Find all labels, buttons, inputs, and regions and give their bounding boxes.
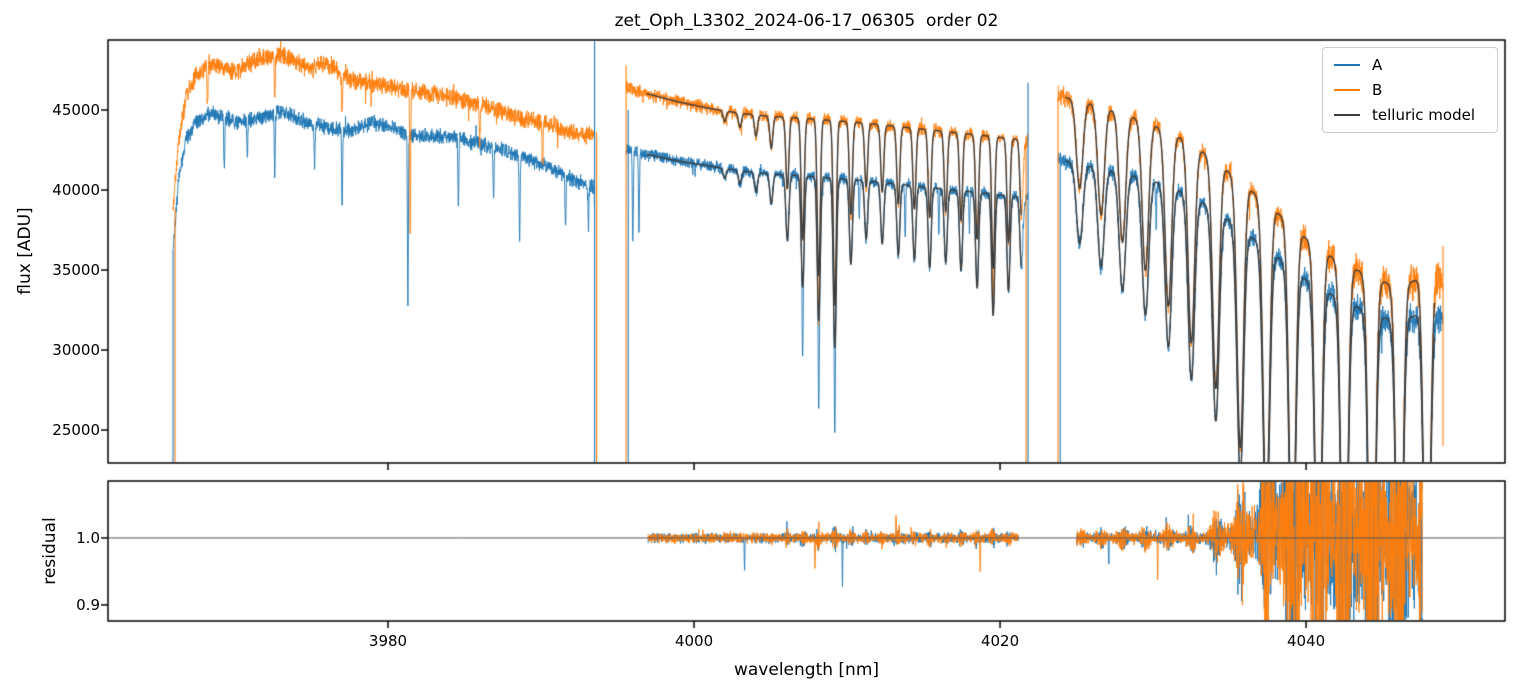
plot-title: zet_Oph_L3302_2024-06-17_06305 order 02 [614, 11, 999, 31]
legend-label-telluric-model: telluric model [1372, 106, 1476, 125]
legend-item-b: B [1323, 78, 1497, 102]
legend: A B telluric model [1322, 47, 1498, 133]
legend-label-b: B [1372, 80, 1383, 99]
legend-label-a: A [1372, 55, 1383, 74]
wavelength-axis-label: wavelength [nm] [733, 660, 880, 680]
legend-item-telluric-model: telluric model [1323, 103, 1497, 127]
flux-axis-label: flux [ADU] [15, 207, 35, 295]
legend-item-a: A [1323, 53, 1497, 77]
series-b-line-swatch [1334, 88, 1360, 91]
series-a-line-swatch [1334, 63, 1360, 66]
telluric-model-line-swatch [1334, 114, 1360, 117]
residual-axis-label: residual [40, 517, 60, 585]
